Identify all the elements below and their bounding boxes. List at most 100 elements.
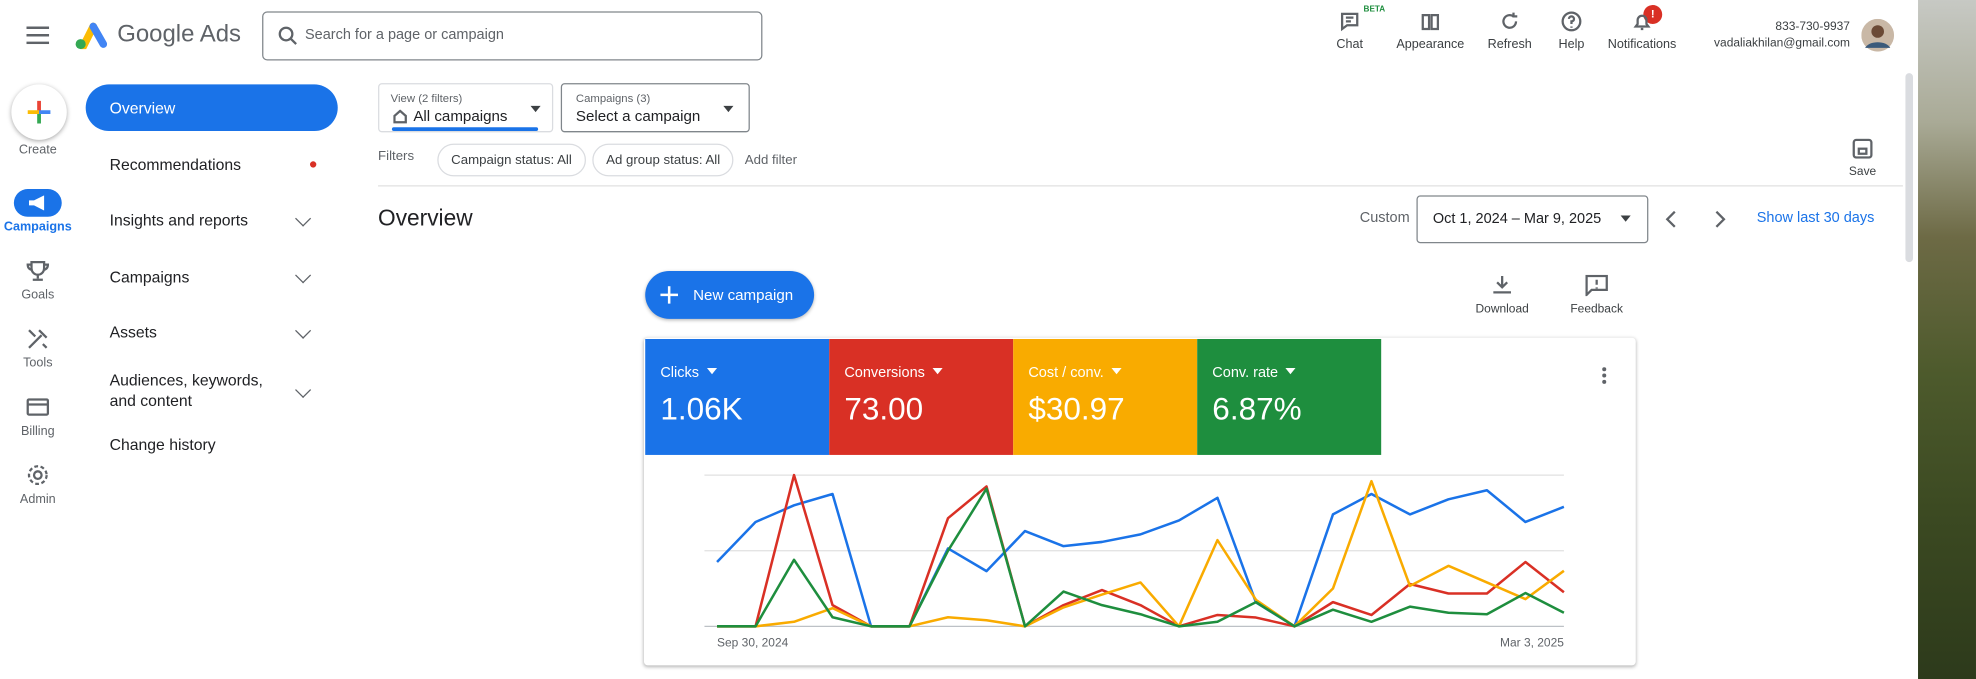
new-campaign-label: New campaign xyxy=(693,286,794,304)
rail-label[interactable]: Create xyxy=(18,143,57,158)
icon-path xyxy=(1561,11,1582,32)
plus-icon xyxy=(27,100,51,124)
menu-icon[interactable] xyxy=(26,26,50,45)
nav-item[interactable]: Recommendations xyxy=(109,156,241,174)
chevron xyxy=(295,267,312,284)
rail-label[interactable]: Campaigns xyxy=(3,220,72,235)
email: vadaliakhilan@gmail.com xyxy=(1714,36,1850,51)
metric-name: Conversions xyxy=(844,365,943,381)
save-icon[interactable] xyxy=(1852,138,1873,159)
show-last[interactable]: Show last 30 days xyxy=(1756,210,1875,226)
action-label[interactable]: Appearance xyxy=(1396,37,1465,52)
metric-total: 6.87% xyxy=(1212,391,1302,428)
nav-item[interactable]: Campaigns xyxy=(109,268,190,287)
action-label[interactable]: Help xyxy=(1558,37,1585,52)
series-line xyxy=(716,488,1565,628)
metric-tile[interactable]: Conversions 73.00 xyxy=(829,338,1014,455)
nav-item[interactable]: Audiences, keywords, and content xyxy=(109,371,263,410)
series-line xyxy=(717,479,1565,628)
phone: 833-730-9937 xyxy=(1775,20,1850,35)
metric-total: 1.06K xyxy=(660,391,743,428)
avatar[interactable] xyxy=(1861,18,1895,52)
rail-label[interactable]: Tools xyxy=(23,356,53,371)
nav-item[interactable]: Change history xyxy=(109,436,216,454)
campaign-selector[interactable]: Campaigns (3) Select a campaign xyxy=(560,83,750,133)
icon-path xyxy=(1340,12,1359,32)
metric-name: Clicks xyxy=(660,365,717,381)
nav-item[interactable]: Insights and reports xyxy=(109,211,249,230)
metric-name-text: Conversions xyxy=(844,365,925,381)
prev-button[interactable] xyxy=(1665,210,1678,228)
brand: Google Ads xyxy=(117,21,242,48)
beta-tag: BETA xyxy=(1363,5,1386,14)
view-underline xyxy=(391,127,539,132)
chevron xyxy=(295,322,312,339)
metric-tile[interactable]: Cost / conv. $30.97 xyxy=(1013,338,1198,455)
filter-chip[interactable]: Ad group status: All xyxy=(592,143,735,177)
download-icon[interactable] xyxy=(1492,275,1512,295)
x-tick-label: Sep 30, 2024 xyxy=(717,635,789,649)
admin-icon xyxy=(27,465,48,486)
date-range: Oct 1, 2024 – Mar 9, 2025 xyxy=(1432,211,1602,227)
x-tick-label: Mar 3, 2025 xyxy=(1500,635,1564,649)
filter-chip[interactable]: Campaign status: All xyxy=(437,143,586,177)
metric-tile[interactable]: Conv. rate 6.87% xyxy=(1197,338,1382,455)
icon-path xyxy=(1633,14,1651,31)
dropdown-arrow xyxy=(530,105,541,113)
dropdown-arrow xyxy=(723,105,734,113)
recommendation-dot xyxy=(310,161,317,168)
dropdown-arrow xyxy=(1285,367,1296,375)
view-value: All campaigns xyxy=(413,107,508,125)
rail-label[interactable]: Billing xyxy=(20,424,55,439)
icon-path xyxy=(1502,12,1518,29)
new-campaign-button[interactable]: New campaign xyxy=(645,270,815,319)
chevron xyxy=(295,210,312,227)
metric-total: 73.00 xyxy=(844,391,924,428)
search-placeholder: Search for a page or campaign xyxy=(304,27,504,43)
action-label[interactable]: Refresh xyxy=(1487,37,1532,52)
dropdown-arrow xyxy=(1111,367,1122,375)
add-filter[interactable]: Add filter xyxy=(744,152,797,168)
action-icon[interactable] xyxy=(1340,11,1360,32)
background-image xyxy=(1918,0,1976,679)
next-button[interactable] xyxy=(1714,210,1727,228)
search-icon xyxy=(278,26,297,45)
metric-name: Conv. rate xyxy=(1212,365,1296,381)
rail-label[interactable]: Admin xyxy=(19,492,56,507)
campaigns-value: Select a campaign xyxy=(575,107,701,125)
create-button[interactable] xyxy=(11,84,67,140)
download-label: Download xyxy=(1475,302,1529,317)
view-label: View (2 filters) xyxy=(390,91,463,105)
date-picker[interactable]: Oct 1, 2024 – Mar 9, 2025 xyxy=(1416,195,1649,244)
nav-active xyxy=(85,84,338,132)
rail-label[interactable]: Goals xyxy=(21,288,55,303)
nav-item[interactable]: Assets xyxy=(109,323,157,342)
metric-name-text: Clicks xyxy=(660,365,699,381)
divider xyxy=(378,185,1903,187)
action-icon[interactable] xyxy=(1561,11,1582,32)
action-icon[interactable] xyxy=(1500,11,1520,31)
chevron xyxy=(295,382,312,399)
campaigns-rail-active xyxy=(13,189,62,217)
search-box[interactable]: Search for a page or campaign xyxy=(262,11,763,61)
action-label[interactable]: Notifications xyxy=(1607,37,1677,52)
action-icon[interactable] xyxy=(1632,11,1652,31)
metric-name: Cost / conv. xyxy=(1028,365,1122,381)
metric-tile[interactable]: Clicks 1.06K xyxy=(645,338,830,455)
line-chart: Sep 30, 2024 Mar 3, 2025 xyxy=(704,473,1565,649)
nav-item[interactable]: Overview xyxy=(109,99,176,118)
action-label[interactable]: Chat xyxy=(1336,37,1363,52)
more-menu[interactable] xyxy=(1600,365,1608,385)
series-line xyxy=(717,487,1565,628)
plus-icon xyxy=(660,286,678,304)
action-icon[interactable] xyxy=(1420,11,1440,31)
dropdown-arrow xyxy=(932,367,943,375)
metric-name-text: Conv. rate xyxy=(1212,365,1279,381)
metric-total: $30.97 xyxy=(1028,391,1125,428)
tools-icon xyxy=(28,329,48,349)
feedback-icon[interactable] xyxy=(1585,274,1608,297)
view-selector[interactable]: View (2 filters) All campaigns xyxy=(378,83,554,133)
home-icon xyxy=(393,109,407,124)
